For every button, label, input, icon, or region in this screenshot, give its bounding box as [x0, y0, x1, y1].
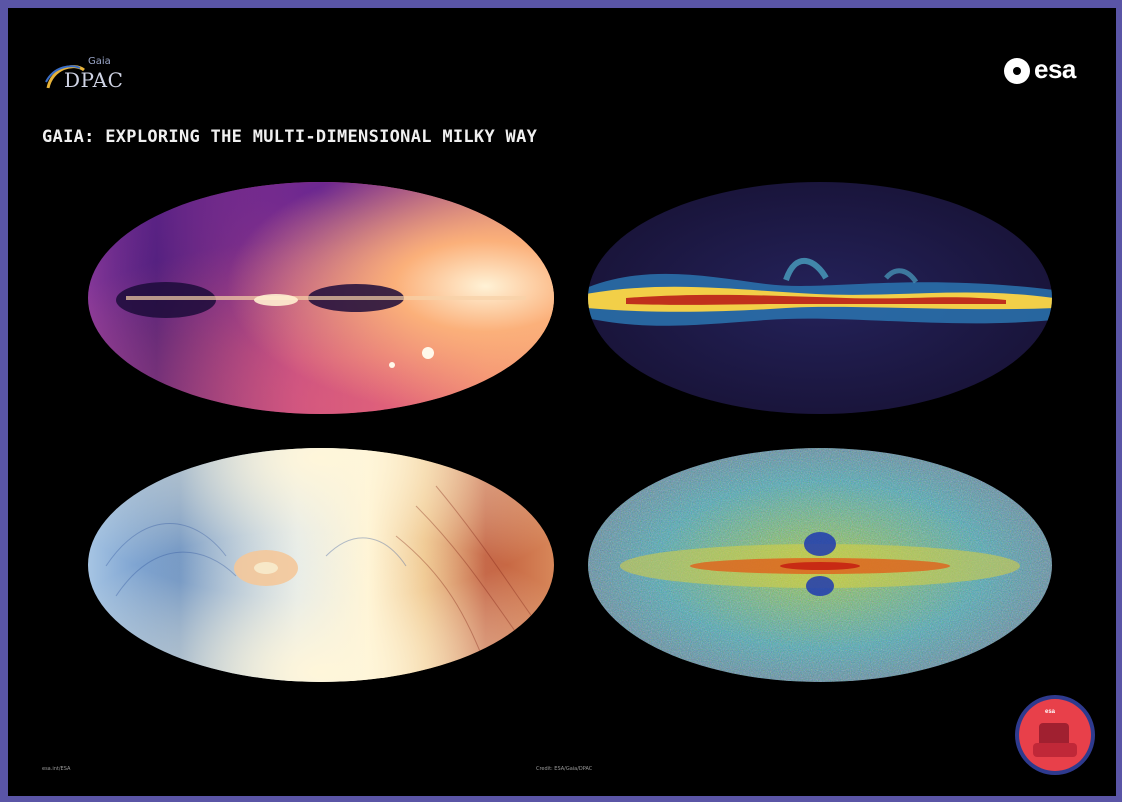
- sky-map-stellar-velocity: [88, 448, 554, 682]
- poster: Gaia DPAC esa GAIA: EXPLORING THE MULTI-…: [8, 8, 1116, 796]
- sky-map-star-density: [88, 182, 554, 414]
- mission-patch-icon: esa: [1015, 695, 1095, 775]
- gaia-dpac-logo: Gaia DPAC: [44, 54, 154, 98]
- logo-dpac-text: DPAC: [64, 68, 124, 92]
- sky-map-interstellar-dust: [588, 182, 1052, 414]
- footer-website: esa.int/ESA: [42, 766, 71, 772]
- footer-credit: Credit: ESA/Gaia/DPAC: [536, 766, 593, 772]
- esa-wordmark: esa: [1034, 54, 1076, 84]
- esa-logo: esa: [1004, 54, 1104, 88]
- gaia-swoosh-icon: [45, 65, 85, 89]
- esa-mark-icon: [1004, 58, 1030, 84]
- sky-map-chemical-composition: [588, 448, 1052, 682]
- logo-gaia-text: Gaia: [88, 56, 111, 67]
- poster-title: GAIA: EXPLORING THE MULTI-DIMENSIONAL MI…: [42, 127, 538, 147]
- patch-esa-text: esa: [1045, 709, 1056, 715]
